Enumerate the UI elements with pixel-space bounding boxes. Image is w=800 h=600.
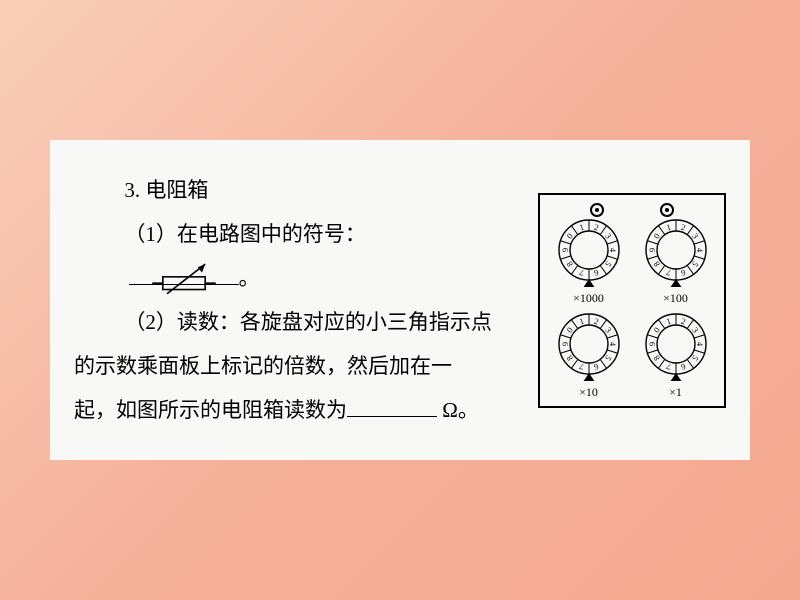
q2-line1: （2）读数：各旋盘对应的小三角指示点 — [74, 300, 522, 344]
svg-text:9: 9 — [560, 341, 570, 345]
dial-label: ×10 — [579, 385, 598, 400]
svg-text:5: 5 — [603, 259, 614, 268]
svg-text:2: 2 — [592, 221, 599, 232]
q2-line2: 的示数乘面板上标记的倍数，然后加在一 — [74, 344, 522, 388]
reading-blank — [347, 392, 437, 417]
svg-text:0: 0 — [564, 231, 575, 240]
svg-text:9: 9 — [560, 247, 570, 251]
svg-text:6: 6 — [592, 361, 599, 372]
terminal-row — [550, 203, 714, 217]
dial-label: ×1000 — [573, 291, 604, 306]
svg-text:6: 6 — [679, 361, 686, 372]
resistance-box: 0123456789×10000123456789×1000123456789×… — [538, 193, 726, 408]
dial-face: 0123 4 5678 9 — [639, 312, 713, 384]
svg-text:8: 8 — [564, 259, 575, 268]
svg-text:6: 6 — [679, 267, 686, 278]
text-column: 3. 电阻箱 （1）在电路图中的符号： 。 （2）读数：各旋盘对应的小三角指示点… — [74, 168, 522, 433]
q1-period: 。 — [239, 266, 260, 290]
svg-text:4: 4 — [695, 247, 705, 252]
svg-text:3: 3 — [690, 325, 701, 334]
dial-label: ×100 — [663, 291, 688, 306]
svg-text:8: 8 — [564, 353, 575, 362]
dial-face: 0123 4 5678 9 — [552, 312, 626, 384]
terminal-left — [590, 203, 604, 217]
dial-face: 0123 4 5678 9 — [552, 218, 626, 290]
svg-text:7: 7 — [665, 267, 672, 278]
svg-text:9: 9 — [647, 247, 657, 251]
dial-label: ×1 — [669, 385, 682, 400]
svg-text:2: 2 — [679, 221, 686, 232]
svg-text:5: 5 — [690, 259, 701, 268]
svg-text:7: 7 — [665, 361, 672, 372]
content-card: 3. 电阻箱 （1）在电路图中的符号： 。 （2）读数：各旋盘对应的小三角指示点… — [50, 140, 750, 461]
svg-text:1: 1 — [665, 315, 672, 326]
q2-line3: 起，如图所示的电阻箱读数为 Ω。 — [74, 388, 522, 432]
dial-face: 0123 4 5678 9 — [639, 218, 713, 290]
svg-text:7: 7 — [578, 267, 585, 278]
svg-text:1: 1 — [578, 315, 585, 326]
rheostat-symbol — [149, 262, 219, 298]
svg-text:4: 4 — [695, 341, 705, 346]
svg-text:2: 2 — [679, 315, 686, 326]
svg-text:5: 5 — [690, 353, 701, 362]
svg-text:3: 3 — [603, 325, 614, 334]
svg-text:6: 6 — [592, 267, 599, 278]
dials-grid: 0123456789×10000123456789×1000123456789×… — [550, 218, 714, 400]
svg-text:3: 3 — [690, 231, 701, 240]
q1-answer-line: 。 — [74, 256, 522, 300]
dial: 0123 4 5678 9 ×1 — [637, 312, 714, 400]
svg-text:9: 9 — [647, 341, 657, 345]
svg-text:8: 8 — [651, 259, 662, 268]
symbol-blank — [129, 256, 239, 285]
q1-label: （1）在电路图中的符号： — [74, 212, 522, 256]
svg-text:7: 7 — [578, 361, 585, 372]
svg-text:1: 1 — [665, 221, 672, 232]
dial: 0123 4 5678 9 ×100 — [637, 218, 714, 306]
dial: 0123 4 5678 9 ×10 — [550, 312, 627, 400]
svg-text:5: 5 — [603, 353, 614, 362]
svg-text:4: 4 — [608, 247, 618, 252]
svg-text:1: 1 — [578, 221, 585, 232]
svg-text:0: 0 — [651, 231, 662, 240]
svg-text:8: 8 — [651, 353, 662, 362]
svg-text:0: 0 — [564, 325, 575, 334]
svg-text:2: 2 — [592, 315, 599, 326]
dial: 0123 4 5678 9 ×1000 — [550, 218, 627, 306]
svg-text:0: 0 — [651, 325, 662, 334]
terminal-right — [660, 203, 674, 217]
svg-text:4: 4 — [608, 341, 618, 346]
section-heading: 3. 电阻箱 — [74, 168, 522, 212]
svg-text:3: 3 — [603, 231, 614, 240]
